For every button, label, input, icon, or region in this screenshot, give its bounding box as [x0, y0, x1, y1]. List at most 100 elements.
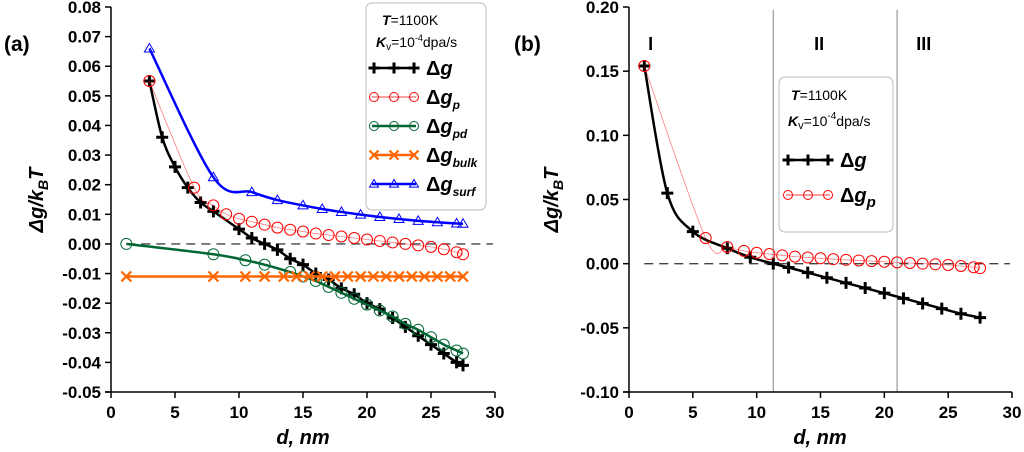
data-point	[699, 232, 712, 244]
legend-subscript: p	[866, 194, 876, 211]
data-point	[431, 216, 444, 227]
legend-g: g	[439, 145, 452, 167]
panel-a-series	[120, 42, 469, 372]
data-point	[373, 210, 386, 221]
legend-marker	[409, 121, 419, 131]
legend-label: Δgp	[840, 185, 876, 211]
y-tick-label: 0.08	[68, 0, 101, 17]
data-point	[245, 232, 258, 244]
data-point	[297, 258, 309, 271]
data-point	[457, 359, 469, 372]
legend-delta: Δ	[426, 116, 440, 138]
legend-b-temperature: T=1100K	[791, 87, 848, 103]
legend-marker	[782, 154, 794, 166]
legend-g: g	[853, 185, 866, 207]
x-tick-label: 25	[939, 403, 958, 422]
legend-entry: Δgbulk	[368, 145, 479, 170]
panel-a-legend: T=1100K Kv=10-4dpa/s ΔgΔgpΔgpdΔgbulkΔgsu…	[365, 2, 487, 211]
data-point	[297, 225, 309, 238]
data-point	[788, 250, 801, 263]
panel-b-regions: I II III	[648, 10, 931, 392]
data-point	[233, 223, 245, 236]
legend-marker	[368, 62, 380, 74]
data-point	[278, 270, 290, 283]
legend-marker	[388, 149, 400, 161]
x-tick-label: 20	[358, 403, 377, 422]
data-point	[271, 221, 284, 234]
panel-a-ylabel: Δg/kBT	[26, 166, 51, 233]
data-point	[335, 205, 348, 216]
data-point	[865, 255, 878, 268]
data-point	[322, 280, 335, 293]
data-point	[450, 217, 463, 228]
data-point	[188, 181, 201, 194]
data-point	[457, 347, 469, 360]
region-label-3: III	[916, 34, 931, 54]
y-tick-label: 0.00	[68, 235, 101, 254]
data-point	[840, 253, 853, 266]
panel-b-ylabel: Δg/kBT	[541, 166, 566, 233]
data-point	[801, 266, 814, 279]
data-point	[763, 248, 776, 261]
data-point	[245, 186, 258, 197]
data-point	[437, 338, 450, 351]
data-point	[638, 60, 651, 73]
data-point	[297, 199, 309, 210]
data-point	[239, 254, 252, 267]
panel-a-axes: 0 5 10 15 20 25 30 0.08 0.07 0.06 0.05 0.04 0.03 0.02…	[62, 0, 504, 422]
legend-label: Δg	[426, 58, 453, 80]
series-dg-p	[638, 60, 987, 275]
y-tick-label: 0.15	[586, 62, 619, 81]
data-point	[361, 233, 373, 246]
ylabel-sub: B	[35, 180, 51, 190]
ylabel-T: T	[26, 166, 48, 180]
data-point	[661, 187, 674, 200]
y-tick-label: -0.04	[62, 353, 101, 372]
y-tick-label: 0.10	[586, 126, 619, 145]
legend-subscript: pd	[452, 127, 468, 141]
data-point	[156, 131, 169, 144]
data-point	[207, 171, 220, 182]
data-point	[444, 270, 456, 283]
legend-delta: Δ	[426, 174, 440, 196]
data-point	[437, 243, 450, 256]
legend-g: g	[853, 150, 866, 172]
data-point	[431, 270, 444, 283]
data-point	[322, 229, 335, 242]
data-point	[425, 240, 437, 253]
series-dg	[638, 60, 987, 324]
data-point	[412, 214, 425, 225]
legend-b-frame	[778, 76, 894, 233]
data-point	[457, 248, 469, 261]
data-point	[361, 298, 373, 311]
x-tick-label: 25	[422, 403, 441, 422]
data-point	[207, 199, 220, 212]
y-tick-label: 0.20	[586, 0, 619, 17]
data-point	[258, 218, 271, 231]
data-point	[776, 249, 789, 262]
legend-delta: Δ	[426, 87, 440, 109]
data-point	[878, 255, 891, 268]
legend-g: g	[439, 174, 452, 196]
region-label-2: II	[814, 34, 824, 54]
x-tick-label: 5	[170, 403, 179, 422]
y-tick-label: -0.05	[580, 319, 619, 338]
panel-b-label: (b)	[514, 33, 541, 56]
panel-b-xlabel: d, nm	[793, 427, 846, 449]
data-point	[974, 262, 987, 275]
legend-marker	[369, 92, 379, 102]
legend-marker	[368, 149, 380, 161]
legend-subscript: bulk	[453, 156, 479, 170]
data-point	[120, 237, 133, 250]
legend-g: g	[439, 58, 452, 80]
x-tick-label: 30	[486, 403, 505, 422]
data-point	[425, 331, 437, 344]
data-point	[750, 246, 763, 259]
y-tick-label: -0.01	[62, 265, 101, 284]
data-point	[450, 356, 463, 369]
data-point	[425, 338, 437, 351]
data-point	[373, 304, 386, 317]
panel-a-label: (a)	[4, 33, 30, 56]
legend-marker	[783, 190, 793, 200]
data-point	[935, 302, 948, 315]
